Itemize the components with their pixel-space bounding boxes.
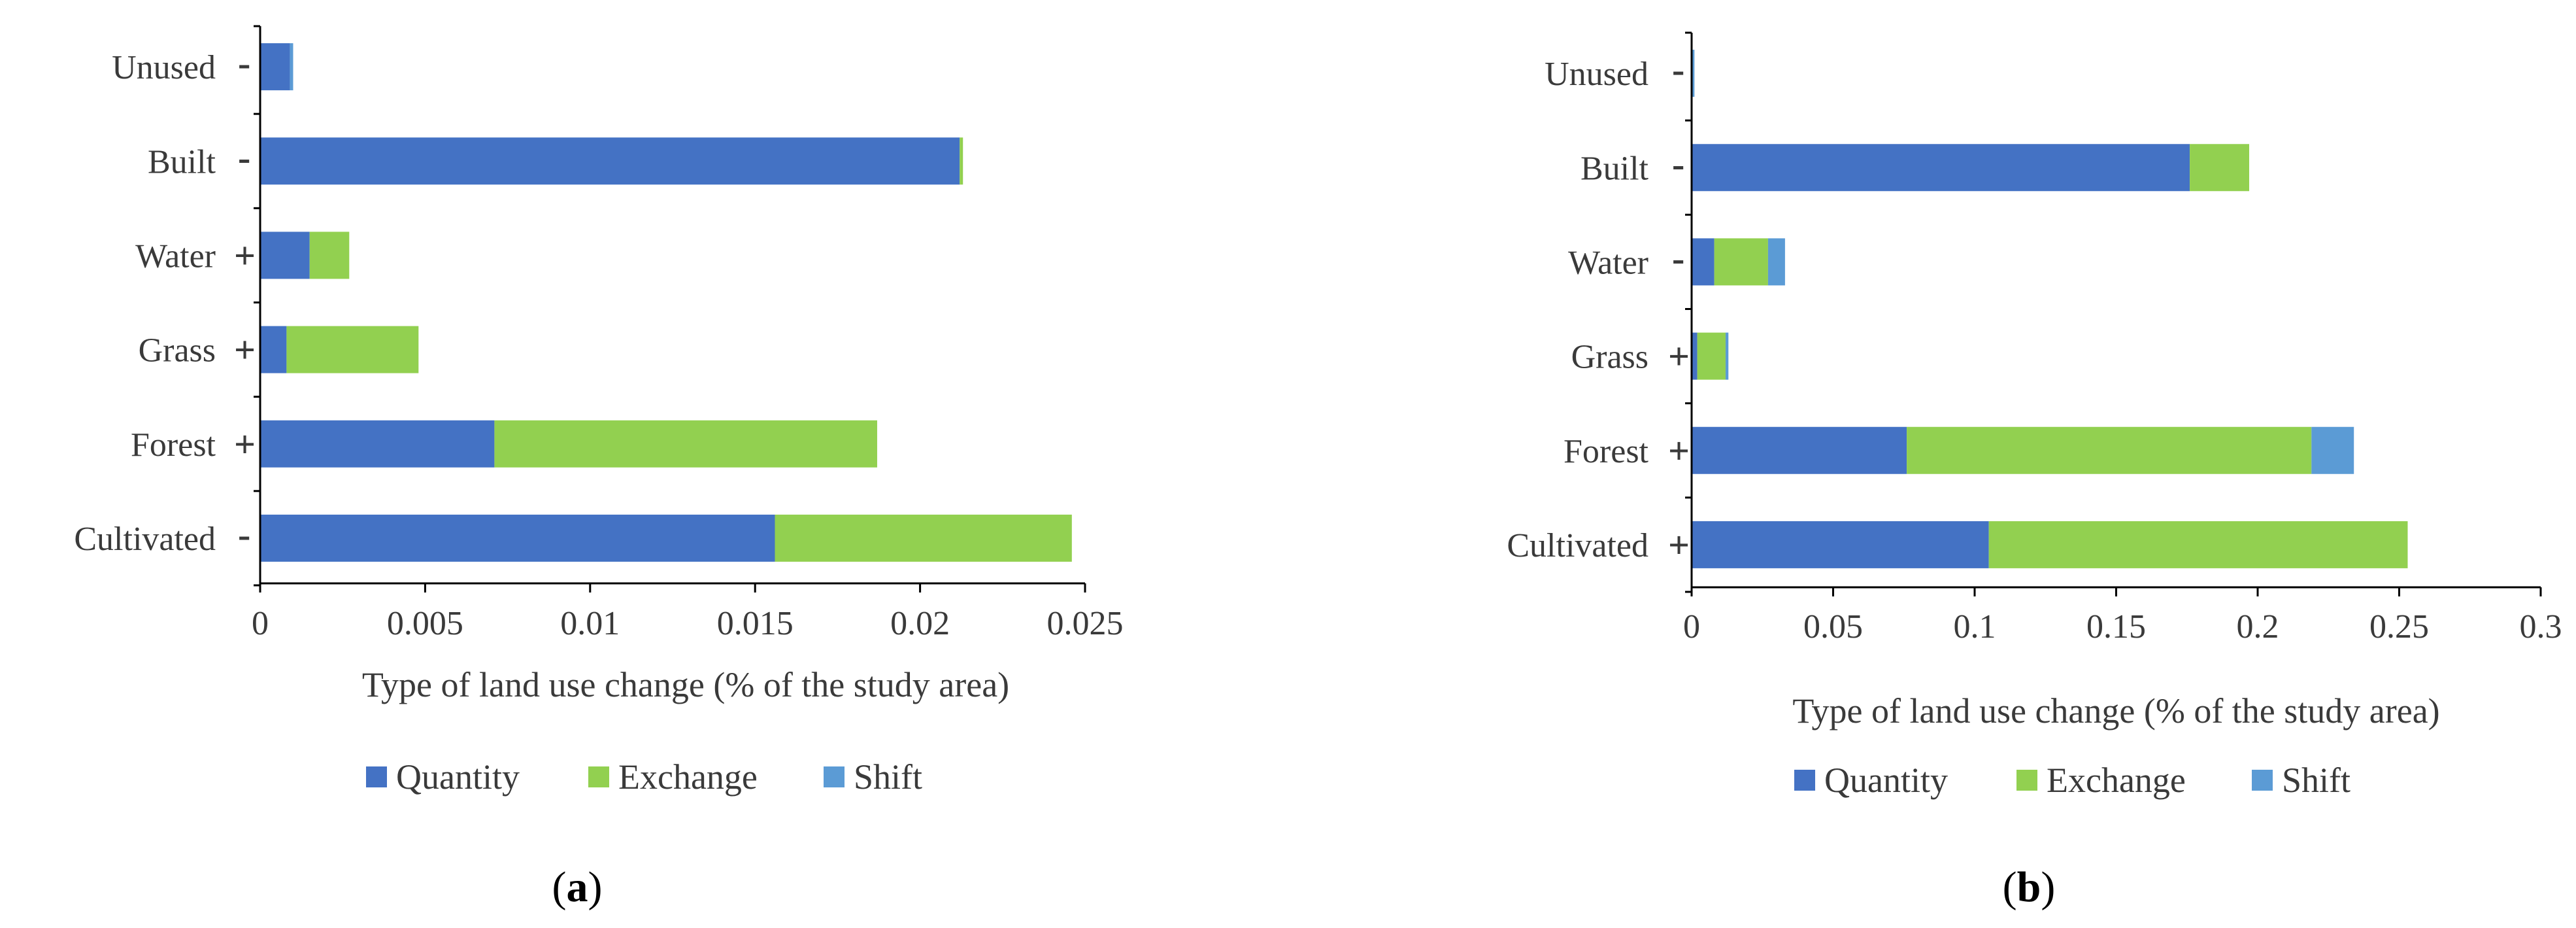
a-category-label-grass: Grass xyxy=(139,332,216,369)
a-legend-label-shift: Shift xyxy=(854,757,922,797)
a-bar-unused-quantity xyxy=(260,43,290,91)
a-bar-forest-exchange xyxy=(494,420,877,468)
b-sign-minus-unused: - xyxy=(1672,48,1684,91)
a-category-label-forest: Forest xyxy=(131,426,216,464)
a-bar-water-exchange xyxy=(309,232,350,279)
a-sign-plus-water: + xyxy=(234,234,256,277)
a-legend-swatch-quantity xyxy=(366,766,387,787)
a-bar-cultivated-exchange xyxy=(775,514,1072,562)
a-bar-grass-quantity xyxy=(260,326,287,373)
b-bar-grass-shift xyxy=(1725,332,1729,380)
a-x-tick-label: 0.02 xyxy=(890,605,950,642)
chart-b: Unused -Built -Water -Grass +Forest +Cultivat… xyxy=(1507,31,2562,911)
b-bar-forest-shift xyxy=(2311,426,2354,474)
b-x-tick-label: 0.15 xyxy=(2086,608,2146,645)
a-sign-plus-forest: + xyxy=(234,423,256,466)
b-legend-label-exchange: Exchange xyxy=(2047,761,2186,800)
b-x-tick-label: 0 xyxy=(1683,608,1700,645)
b-legend-swatch-shift xyxy=(2252,770,2273,791)
b-bar-built-exchange xyxy=(2190,144,2250,192)
b-bar-water-quantity xyxy=(1692,238,1715,286)
b-x-tick-label: 0.1 xyxy=(1954,608,1996,645)
b-bar-water-exchange xyxy=(1714,238,1768,286)
a-bar-built-exchange xyxy=(960,137,963,185)
b-bar-grass-quantity xyxy=(1692,332,1698,380)
b-panel-caption: (b) xyxy=(2003,863,2056,911)
a-legend-label-quantity: Quantity xyxy=(396,757,520,797)
a-legend-swatch-exchange xyxy=(588,766,609,787)
a-sign-minus-cultivated: - xyxy=(238,513,250,556)
b-x-tick-label: 0.2 xyxy=(2237,608,2279,645)
b-bar-forest-exchange xyxy=(1907,426,2312,474)
a-x-tick-label: 0.015 xyxy=(717,605,794,642)
a-category-label-built: Built xyxy=(148,143,216,180)
a-panel-caption: (a) xyxy=(552,863,603,911)
b-category-label-built: Built xyxy=(1581,150,1649,187)
b-legend-swatch-exchange xyxy=(2016,770,2037,791)
a-category-label-unused: Unused xyxy=(112,49,216,86)
b-x-tick-label: 0.05 xyxy=(1803,608,1863,645)
b-sign-minus-water: - xyxy=(1672,237,1684,279)
b-bar-grass-exchange xyxy=(1697,332,1726,380)
a-x-tick-label: 0.01 xyxy=(560,605,620,642)
a-legend-swatch-shift xyxy=(824,766,845,787)
a-sign-plus-grass: + xyxy=(234,329,256,371)
b-legend-label-shift: Shift xyxy=(2282,761,2350,800)
b-category-label-water: Water xyxy=(1568,244,1648,281)
b-x-axis-title: Type of land use change (% of the study … xyxy=(1792,691,2439,730)
b-category-label-grass: Grass xyxy=(1571,339,1648,376)
a-bar-built-quantity xyxy=(260,137,960,185)
a-x-tick-label: 0.025 xyxy=(1047,605,1124,642)
a-bar-water-quantity xyxy=(260,232,310,279)
a-category-label-cultivated: Cultivated xyxy=(74,521,216,558)
a-bar-grass-exchange xyxy=(286,326,419,373)
b-bar-water-shift xyxy=(1767,238,1785,286)
a-sign-minus-unused: - xyxy=(238,42,250,84)
b-sign-plus-cultivated: + xyxy=(1668,524,1690,566)
b-x-tick-label: 0.3 xyxy=(2520,608,2562,645)
a-x-tick-label: 0.005 xyxy=(387,605,463,642)
a-bar-unused-shift xyxy=(290,43,293,91)
b-category-label-cultivated: Cultivated xyxy=(1507,527,1648,564)
b-legend-label-quantity: Quantity xyxy=(1824,761,1948,800)
a-x-axis-title: Type of land use change (% of the study … xyxy=(362,665,1009,704)
b-x-tick-label: 0.25 xyxy=(2369,608,2429,645)
b-bar-cultivated-quantity xyxy=(1692,521,1989,568)
a-legend-label-exchange: Exchange xyxy=(618,757,758,797)
b-bar-forest-quantity xyxy=(1692,426,1907,474)
a-category-label-water: Water xyxy=(135,237,216,275)
b-sign-minus-built: - xyxy=(1672,143,1684,185)
a-x-tick-label: 0 xyxy=(252,605,269,642)
a-bar-cultivated-quantity xyxy=(260,514,775,562)
b-bar-cultivated-exchange xyxy=(1988,521,2408,568)
a-bar-forest-quantity xyxy=(260,420,495,468)
chart-a: Unused -Built -Water +Grass +Forest +Cultivat… xyxy=(74,25,1124,911)
b-sign-plus-grass: + xyxy=(1668,335,1690,378)
b-bar-unused-shift xyxy=(1692,50,1695,97)
b-sign-plus-forest: + xyxy=(1668,430,1690,472)
b-category-label-unused: Unused xyxy=(1545,56,1648,93)
b-legend-swatch-quantity xyxy=(1794,770,1815,791)
a-sign-minus-built: - xyxy=(238,136,250,179)
b-category-label-forest: Forest xyxy=(1564,433,1649,470)
b-bar-built-quantity xyxy=(1692,144,2190,192)
